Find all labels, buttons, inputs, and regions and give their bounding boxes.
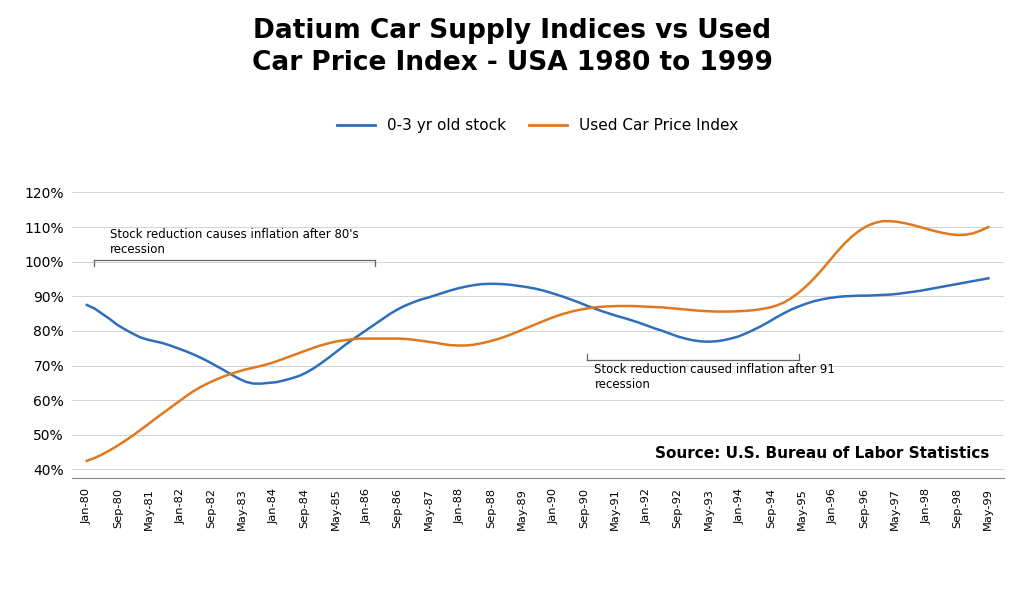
Legend: 0-3 yr old stock, Used Car Price Index: 0-3 yr old stock, Used Car Price Index — [331, 112, 744, 139]
Text: Stock reduction caused inflation after 91
recession: Stock reduction caused inflation after 9… — [594, 363, 836, 391]
Text: Stock reduction causes inflation after 80's
recession: Stock reduction causes inflation after 8… — [110, 229, 358, 256]
Text: Source: U.S. Bureau of Labor Statistics: Source: U.S. Bureau of Labor Statistics — [655, 446, 989, 462]
Text: Datium Car Supply Indices vs Used
Car Price Index - USA 1980 to 1999: Datium Car Supply Indices vs Used Car Pr… — [252, 18, 772, 77]
